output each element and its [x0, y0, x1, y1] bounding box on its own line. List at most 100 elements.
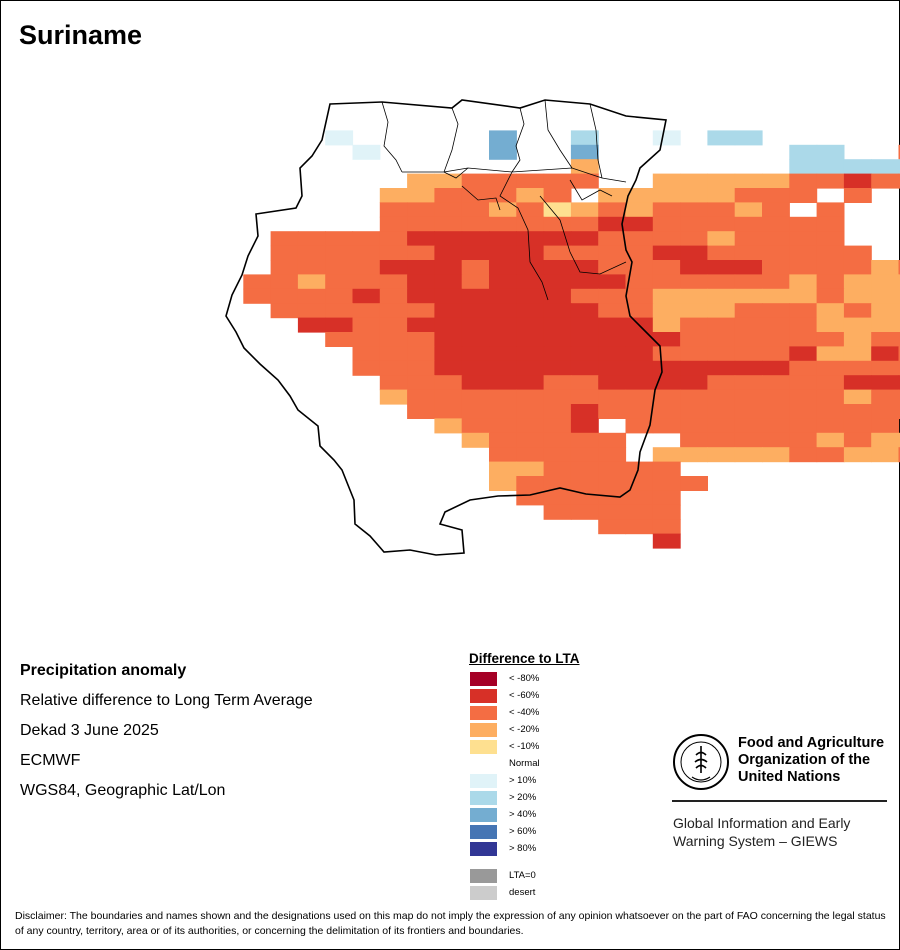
anomaly-cell — [816, 346, 845, 362]
anomaly-cell — [707, 317, 736, 333]
anomaly-cell — [680, 389, 708, 405]
anomaly-cell — [434, 332, 463, 347]
anomaly-cell — [625, 188, 654, 203]
legend-swatch — [470, 706, 497, 720]
anomaly-cell — [270, 274, 299, 290]
anomaly-cell — [789, 418, 818, 434]
anomaly-cell — [625, 375, 654, 391]
anomaly-cell — [898, 432, 900, 448]
legend: Difference to LTA < -80% < -60% < -40% < -2… — [469, 651, 639, 900]
anomaly-cell — [762, 375, 790, 391]
anomaly-cell — [270, 303, 299, 319]
anomaly-cell — [516, 346, 545, 362]
anomaly-cell — [379, 231, 408, 247]
legend-swatch — [470, 689, 497, 703]
anomaly-cell — [871, 432, 900, 448]
anomaly-cell — [489, 317, 517, 333]
anomaly-cell — [434, 202, 463, 218]
anomaly-cell — [489, 476, 517, 491]
anomaly-cell — [816, 389, 845, 405]
anomaly-cell — [598, 519, 627, 535]
anomaly-cell — [707, 346, 736, 362]
fao-logo-icon — [673, 734, 729, 790]
anomaly-cell — [543, 504, 572, 520]
fao-divider — [672, 800, 887, 802]
anomaly-cell — [461, 389, 490, 405]
anomaly-cell — [680, 245, 708, 261]
anomaly-cell — [707, 216, 736, 232]
anomaly-cell — [680, 173, 708, 189]
anomaly-cell — [843, 432, 872, 448]
info-source: ECMWF — [20, 752, 81, 769]
anomaly-cell — [625, 274, 654, 290]
anomaly-cell — [734, 288, 763, 304]
anomaly-cell — [898, 447, 900, 463]
anomaly-grid — [243, 130, 900, 549]
anomaly-cell — [598, 303, 627, 319]
anomaly-cell — [843, 346, 872, 362]
anomaly-cell — [652, 447, 681, 463]
anomaly-cell — [789, 260, 818, 275]
anomaly-cell — [489, 288, 517, 304]
anomaly-cell — [789, 173, 818, 189]
anomaly-cell — [570, 447, 599, 463]
anomaly-cell — [379, 260, 408, 275]
anomaly-cell — [270, 260, 299, 275]
anomaly-cell — [598, 216, 627, 232]
anomaly-cell — [352, 360, 381, 376]
giews-line2: Warning System – GIEWS — [673, 833, 838, 849]
anomaly-cell — [652, 504, 681, 520]
anomaly-cell — [598, 504, 627, 520]
anomaly-cell — [707, 404, 736, 419]
anomaly-cell — [598, 202, 627, 218]
anomaly-cell — [543, 274, 572, 290]
anomaly-cell — [707, 432, 736, 448]
anomaly-cell — [570, 332, 599, 347]
anomaly-cell — [598, 490, 627, 506]
anomaly-cell — [270, 231, 299, 247]
legend-label: < -80% — [509, 673, 540, 684]
anomaly-cell — [325, 231, 354, 247]
anomaly-cell — [652, 519, 681, 535]
anomaly-cell — [625, 231, 654, 247]
anomaly-cell — [652, 245, 681, 261]
anomaly-cell — [734, 404, 763, 419]
anomaly-cell — [816, 375, 845, 391]
anomaly-cell — [543, 317, 572, 333]
anomaly-cell — [461, 332, 490, 347]
anomaly-cell — [543, 188, 572, 203]
anomaly-cell — [461, 260, 490, 275]
anomaly-cell — [816, 332, 845, 347]
anomaly-cell — [489, 216, 517, 232]
anomaly-cell — [516, 317, 545, 333]
anomaly-cell — [625, 519, 654, 535]
anomaly-cell — [325, 274, 354, 290]
anomaly-cell — [543, 260, 572, 275]
legend-swatch — [470, 808, 497, 822]
anomaly-cell — [352, 274, 381, 290]
anomaly-cell — [461, 432, 490, 448]
anomaly-cell — [570, 317, 599, 333]
anomaly-cell — [407, 288, 435, 304]
anomaly-cell — [570, 231, 599, 247]
anomaly-cell — [816, 173, 845, 189]
anomaly-cell — [707, 288, 736, 304]
anomaly-cell — [407, 389, 435, 405]
anomaly-cell — [543, 346, 572, 362]
anomaly-cell — [570, 173, 599, 189]
country-boundary — [225, 99, 667, 556]
anomaly-cell — [379, 389, 408, 405]
anomaly-cell — [489, 360, 517, 376]
giews-name: Global Information and Early Warning Sys… — [673, 814, 888, 850]
anomaly-cell — [871, 303, 900, 319]
anomaly-cell — [652, 188, 681, 203]
anomaly-cell — [407, 274, 435, 290]
anomaly-cell — [707, 418, 736, 434]
anomaly-cell — [762, 288, 790, 304]
anomaly-cell — [652, 346, 681, 362]
anomaly-cell — [734, 375, 763, 391]
anomaly-cell — [489, 260, 517, 275]
anomaly-cell — [625, 404, 654, 419]
anomaly-cell — [625, 504, 654, 520]
anomaly-cell — [816, 159, 845, 175]
